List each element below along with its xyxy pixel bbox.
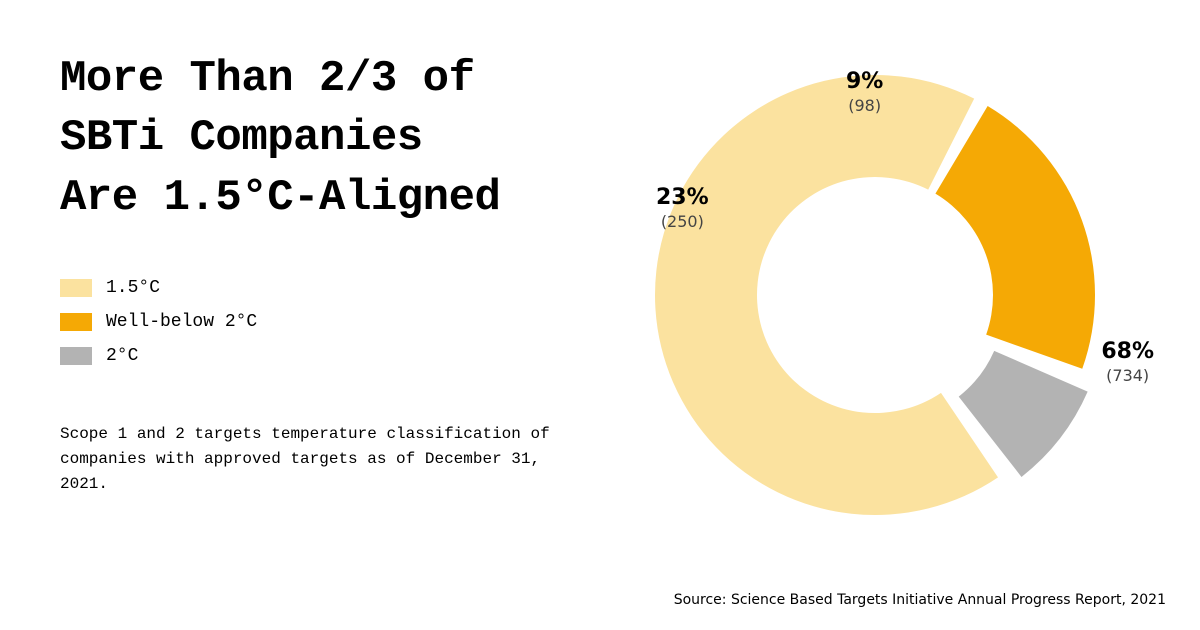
legend-label-0: 1.5°C	[106, 278, 160, 298]
legend: 1.5°C Well-below 2°C 2°C	[60, 278, 620, 366]
legend-item-2: 2°C	[60, 346, 620, 366]
legend-swatch-2	[60, 347, 92, 365]
title-line-2: Are 1.5°C-Aligned	[60, 173, 500, 223]
donut-svg	[610, 30, 1140, 560]
donut-slice-well_below	[935, 106, 1095, 369]
donut-slice-1_5c	[655, 75, 998, 515]
legend-label-2: 2°C	[106, 346, 138, 366]
legend-swatch-1	[60, 313, 92, 331]
legend-label-1: Well-below 2°C	[106, 312, 257, 332]
legend-swatch-0	[60, 279, 92, 297]
footnote: Scope 1 and 2 targets temperature classi…	[60, 422, 580, 496]
legend-item-1: Well-below 2°C	[60, 312, 620, 332]
legend-item-0: 1.5°C	[60, 278, 620, 298]
title-line-1: SBTi Companies	[60, 113, 423, 163]
page-title: More Than 2/3 of SBTi Companies Are 1.5°…	[60, 50, 620, 228]
donut-chart: 68% (734) 23% (250) 9% (98)	[610, 30, 1140, 560]
title-line-0: More Than 2/3 of	[60, 54, 474, 104]
source-text: Source: Science Based Targets Initiative…	[674, 592, 1166, 608]
